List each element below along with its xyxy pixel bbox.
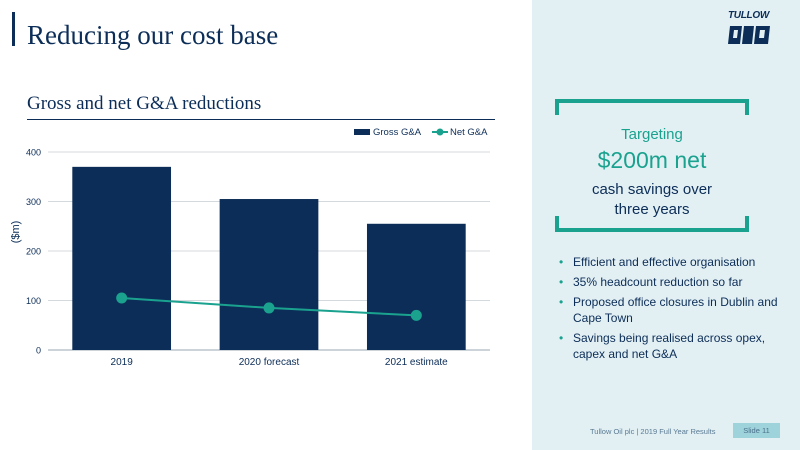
y-axis-ticks: 0 100 200 300 400 xyxy=(26,148,41,356)
bullet-item: • Proposed office closures in Dublin and … xyxy=(559,295,778,325)
bullet-item: • 35% headcount reduction so far xyxy=(559,275,743,289)
slide-number: Slide 11 xyxy=(733,423,780,438)
bullet-item: • Savings being realised across opex, cap… xyxy=(559,331,766,361)
target-description: cash savings over three years xyxy=(591,181,713,218)
bullet-dot-icon: • xyxy=(559,295,564,309)
target-bracket-bottom xyxy=(555,216,749,232)
title-accent-bar xyxy=(12,12,15,46)
target-value: $200m net xyxy=(597,147,707,173)
x-tick-label: 2019 xyxy=(111,357,134,368)
bar xyxy=(366,223,466,350)
bar-series xyxy=(72,166,466,350)
chart-title-rule xyxy=(27,119,495,120)
bar-chart: 0 100 200 300 400 2019 2020 forecast 2021 esti… xyxy=(10,127,490,368)
net-ga-point xyxy=(263,302,275,314)
net-ga-point xyxy=(410,309,422,321)
legend-label-net: Net G&A xyxy=(450,127,488,138)
y-tick-label: 200 xyxy=(26,247,41,257)
line-series xyxy=(116,292,422,321)
legend-swatch-net-point xyxy=(436,128,444,136)
bullet-item: • Efficient and effective organisation xyxy=(559,255,756,269)
legend-swatch-gross xyxy=(354,129,370,135)
chart-legend: Gross G&A Net G&A xyxy=(354,127,488,138)
y-tick-label: 0 xyxy=(36,346,41,356)
y-axis-label: ($m) xyxy=(10,221,22,244)
x-tick-label: 2021 estimate xyxy=(385,357,448,368)
footer-text: Tullow Oil plc | 2019 Full Year Results xyxy=(590,427,716,436)
slide-title: Reducing our cost base xyxy=(27,20,279,50)
x-tick-label: 2020 forecast xyxy=(239,357,300,368)
chart-title: Gross and net G&A reductions xyxy=(27,93,262,114)
bar xyxy=(72,166,172,350)
target-label: Targeting xyxy=(621,126,683,143)
x-axis-ticks: 2019 2020 forecast 2021 estimate xyxy=(111,357,449,368)
y-tick-label: 400 xyxy=(26,148,41,158)
bullet-dot-icon: • xyxy=(559,275,564,289)
tullow-logo-text: TULLOW xyxy=(728,10,769,21)
bullet-list: • Efficient and effective organisation • 3… xyxy=(559,254,781,366)
bullet-dot-icon: • xyxy=(559,255,564,269)
tullow-logo-icon xyxy=(728,26,770,44)
bar xyxy=(219,199,319,350)
right-panel xyxy=(532,0,800,450)
bullet-dot-icon: • xyxy=(559,331,564,345)
y-tick-label: 300 xyxy=(26,197,41,207)
net-ga-point xyxy=(116,292,128,304)
target-bracket-top xyxy=(555,99,749,115)
y-tick-label: 100 xyxy=(26,296,41,306)
legend-label-gross: Gross G&A xyxy=(373,127,422,138)
